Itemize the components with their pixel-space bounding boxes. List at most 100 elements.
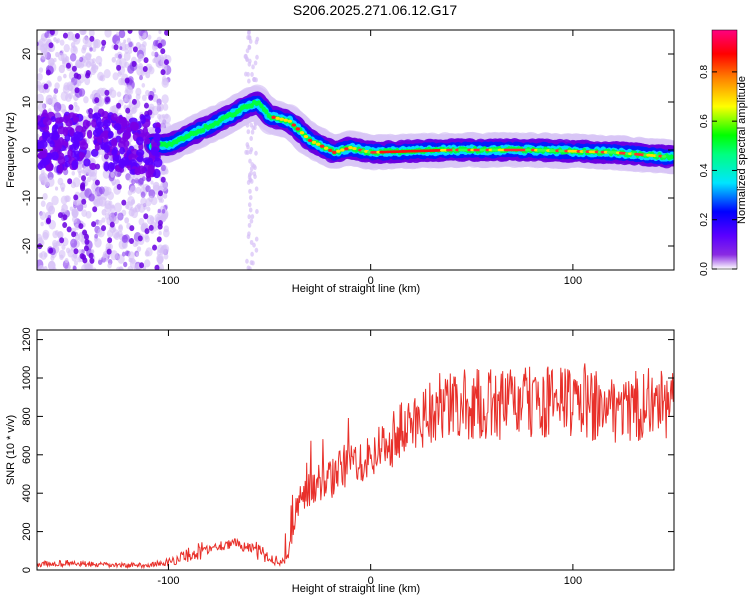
spectral-blob <box>118 224 123 230</box>
spectral-blob <box>55 142 63 150</box>
spectral-core <box>279 117 284 121</box>
spectral-blob <box>135 93 141 100</box>
colorbar-tick-label: 0.0 <box>699 262 710 276</box>
spectral-core <box>271 115 276 119</box>
spectral-blob <box>40 221 44 227</box>
spectral-blob <box>116 102 122 109</box>
spectral-blob <box>243 54 248 60</box>
spectral-blob <box>71 170 76 176</box>
spectral-blob <box>40 251 47 260</box>
spectral-blob <box>246 35 250 41</box>
spectral-blob <box>158 30 162 35</box>
spectral-blob <box>252 242 256 248</box>
x-tick-label: 0 <box>368 275 374 287</box>
spectral-blob <box>94 97 100 104</box>
spectral-blob <box>104 30 112 38</box>
spectral-blob <box>247 61 252 67</box>
spectral-blob <box>57 52 65 62</box>
spectral-blob <box>117 254 125 264</box>
spectral-blob <box>245 142 250 148</box>
spectral-blob <box>45 69 51 76</box>
spectral-blob <box>160 176 166 183</box>
spectral-blob <box>57 75 62 82</box>
spectral-blob <box>116 32 120 37</box>
spectral-core <box>287 119 292 123</box>
spectral-blob <box>149 216 155 222</box>
spectral-core <box>315 142 321 146</box>
spectral-blob <box>150 180 154 185</box>
spectral-blob <box>37 102 45 113</box>
spectral-blob <box>54 230 60 236</box>
spectral-blob <box>65 62 71 69</box>
spectral-blob <box>80 185 86 192</box>
spectral-blob <box>142 126 149 137</box>
spectral-blob <box>143 213 149 220</box>
spectral-blob <box>53 101 62 112</box>
spectral-core <box>332 150 337 154</box>
spectral-blob <box>121 199 127 206</box>
spectral-blob <box>37 73 43 81</box>
spectral-blob <box>148 94 154 101</box>
spectral-blob <box>120 156 130 166</box>
spectral-blob <box>109 221 115 228</box>
spectral-blob <box>249 260 254 266</box>
spectral-blob <box>94 142 100 152</box>
spectral-blob <box>113 44 119 51</box>
spectral-core <box>319 144 325 148</box>
spectral-blob <box>248 266 252 270</box>
spectral-blob <box>135 136 144 146</box>
spectral-blob <box>116 91 122 98</box>
spectral-blob <box>114 202 122 213</box>
spectral-blob <box>152 181 160 191</box>
spectral-blob <box>84 77 91 86</box>
snr-frame <box>36 329 675 571</box>
y-tick-label: 1000 <box>21 366 33 390</box>
spectral-blob <box>254 236 259 242</box>
spectral-blob <box>38 139 48 149</box>
spectrogram-xlabel: Height of straight line (km) <box>292 283 420 295</box>
spectral-blob <box>121 234 128 243</box>
spectral-blob <box>70 238 78 248</box>
spectral-blob <box>254 150 258 156</box>
spectral-blob <box>249 166 254 172</box>
spectral-blob <box>85 72 91 79</box>
spectral-blob <box>124 217 130 224</box>
spectral-ridge <box>669 154 674 160</box>
spectral-blob <box>43 83 49 90</box>
spectral-blob <box>254 247 259 253</box>
spectral-blob <box>137 62 144 70</box>
y-tick-label: 400 <box>21 484 33 502</box>
spectral-blob <box>139 262 145 269</box>
spectral-blob <box>118 58 127 69</box>
spectral-blob <box>84 233 90 240</box>
spectral-blob <box>94 127 104 135</box>
y-tick-label: 800 <box>21 407 33 425</box>
spectral-blob <box>160 245 167 255</box>
spectral-blob <box>82 30 87 35</box>
spectral-blob <box>255 54 259 60</box>
spectral-blob <box>53 37 57 42</box>
spectral-blob <box>78 173 82 178</box>
spectral-blob <box>142 65 148 72</box>
y-tick-label: 200 <box>21 522 33 540</box>
spectral-blob <box>101 39 107 46</box>
spectral-blob <box>76 73 82 80</box>
spectral-blob <box>144 138 151 145</box>
spectral-core <box>291 123 297 127</box>
spectral-blob <box>146 206 151 212</box>
spectral-blob <box>86 176 92 183</box>
snr-ylabel: SNR (10 * v/v) <box>5 415 17 485</box>
spectral-blob <box>161 94 169 104</box>
spectral-blob <box>123 51 131 61</box>
spectral-blob <box>121 251 126 257</box>
spectral-blob <box>136 203 142 210</box>
spectral-blob <box>73 248 79 255</box>
spectral-core <box>352 146 357 151</box>
spectral-blob <box>107 191 115 201</box>
spectral-blob <box>107 262 112 269</box>
spectral-blob <box>142 32 147 39</box>
spectral-core <box>323 146 329 150</box>
spectral-blob <box>136 155 144 163</box>
spectral-blob <box>152 244 158 251</box>
spectral-blob <box>46 217 52 224</box>
